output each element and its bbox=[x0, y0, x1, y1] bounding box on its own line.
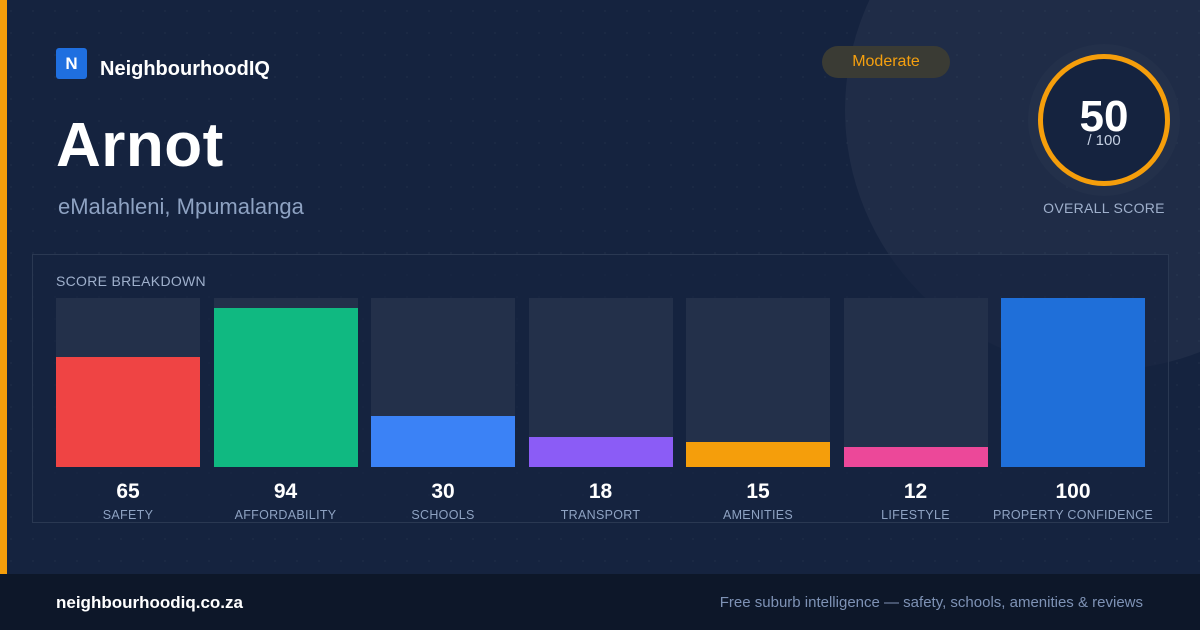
footer-tagline: Free suburb intelligence — safety, schoo… bbox=[719, 594, 1143, 611]
rating-badge: Moderate bbox=[822, 46, 950, 78]
bar-track bbox=[686, 298, 830, 467]
bar-value-label: 100 bbox=[1055, 480, 1091, 503]
bar-track bbox=[56, 298, 200, 467]
bar-value-label: 18 bbox=[588, 480, 613, 503]
breakdown-title: SCORE BREAKDOWN bbox=[56, 273, 206, 289]
share-card: N NeighbourhoodIQ Arnot eMalahleni, Mpum… bbox=[0, 0, 1200, 574]
bar-value-label: 65 bbox=[116, 480, 140, 503]
footer-url[interactable]: neighbourhoodiq.co.za bbox=[56, 593, 243, 612]
bar-category-label: LIFESTYLE bbox=[881, 508, 950, 522]
overall-score-label: OVERALL SCORE bbox=[1043, 200, 1165, 216]
overall-score-max: / 100 bbox=[1087, 132, 1121, 149]
bar bbox=[686, 441, 830, 467]
suburb-title: Arnot bbox=[56, 111, 224, 180]
bar-track bbox=[1001, 298, 1145, 467]
bar bbox=[1001, 298, 1145, 467]
bar-category-label: SAFETY bbox=[102, 508, 154, 522]
bar-column-safety: 65 SAFETY bbox=[56, 298, 200, 522]
bar-column-affordability: 94 AFFORDABILITY bbox=[213, 298, 358, 522]
bar-column-property-confidence: 100 PROPERTY CONFIDENCE bbox=[993, 298, 1153, 522]
bar bbox=[56, 357, 200, 467]
bar-column-amenities: 15 AMENITIES bbox=[686, 298, 830, 522]
bar-category-label: AMENITIES bbox=[722, 508, 794, 522]
bar-category-label: SCHOOLS bbox=[411, 508, 475, 522]
logo-icon: N bbox=[56, 48, 87, 79]
score-breakdown-panel: SCORE BREAKDOWN 65 SAFETY 94 AFFORDABILITY 3… bbox=[32, 254, 1169, 523]
bar-track bbox=[371, 298, 515, 467]
overall-score-ring: 50 bbox=[1028, 44, 1180, 196]
bar bbox=[528, 436, 673, 467]
accent-bar bbox=[0, 0, 7, 574]
suburb-location: eMalahleni, Mpumalanga bbox=[58, 194, 304, 219]
bar bbox=[213, 308, 358, 467]
bar bbox=[371, 416, 515, 467]
bar-track bbox=[528, 298, 673, 467]
bar-track bbox=[213, 298, 358, 467]
bar-column-lifestyle: 12 LIFESTYLE bbox=[843, 298, 988, 522]
bar-value-label: 30 bbox=[431, 480, 455, 503]
bar-category-label: PROPERTY CONFIDENCE bbox=[992, 508, 1154, 522]
footer: neighbourhoodiq.co.za Free suburb intell… bbox=[0, 574, 1200, 630]
brand-name: NeighbourhoodIQ bbox=[100, 58, 270, 80]
score-ring-arc: 50 bbox=[1038, 54, 1170, 186]
overall-score-value: 50 bbox=[1079, 92, 1129, 141]
bar-column-schools: 30 SCHOOLS bbox=[371, 298, 515, 522]
bar-category-label: AFFORDABILITY bbox=[234, 508, 337, 522]
bar-value-label: 12 bbox=[903, 480, 928, 503]
bar-value-label: 15 bbox=[746, 480, 770, 503]
bar-category-label: TRANSPORT bbox=[560, 508, 641, 522]
brand[interactable]: N NeighbourhoodIQ bbox=[56, 46, 270, 81]
score-breakdown-chart: 65 SAFETY 94 AFFORDABILITY 30 SCHOOLS 18 TRANSP… bbox=[56, 298, 1153, 522]
bar-track bbox=[843, 298, 988, 467]
bar bbox=[843, 446, 988, 467]
bar-value-label: 94 bbox=[273, 480, 298, 503]
bar-column-transport: 18 TRANSPORT bbox=[528, 298, 673, 522]
